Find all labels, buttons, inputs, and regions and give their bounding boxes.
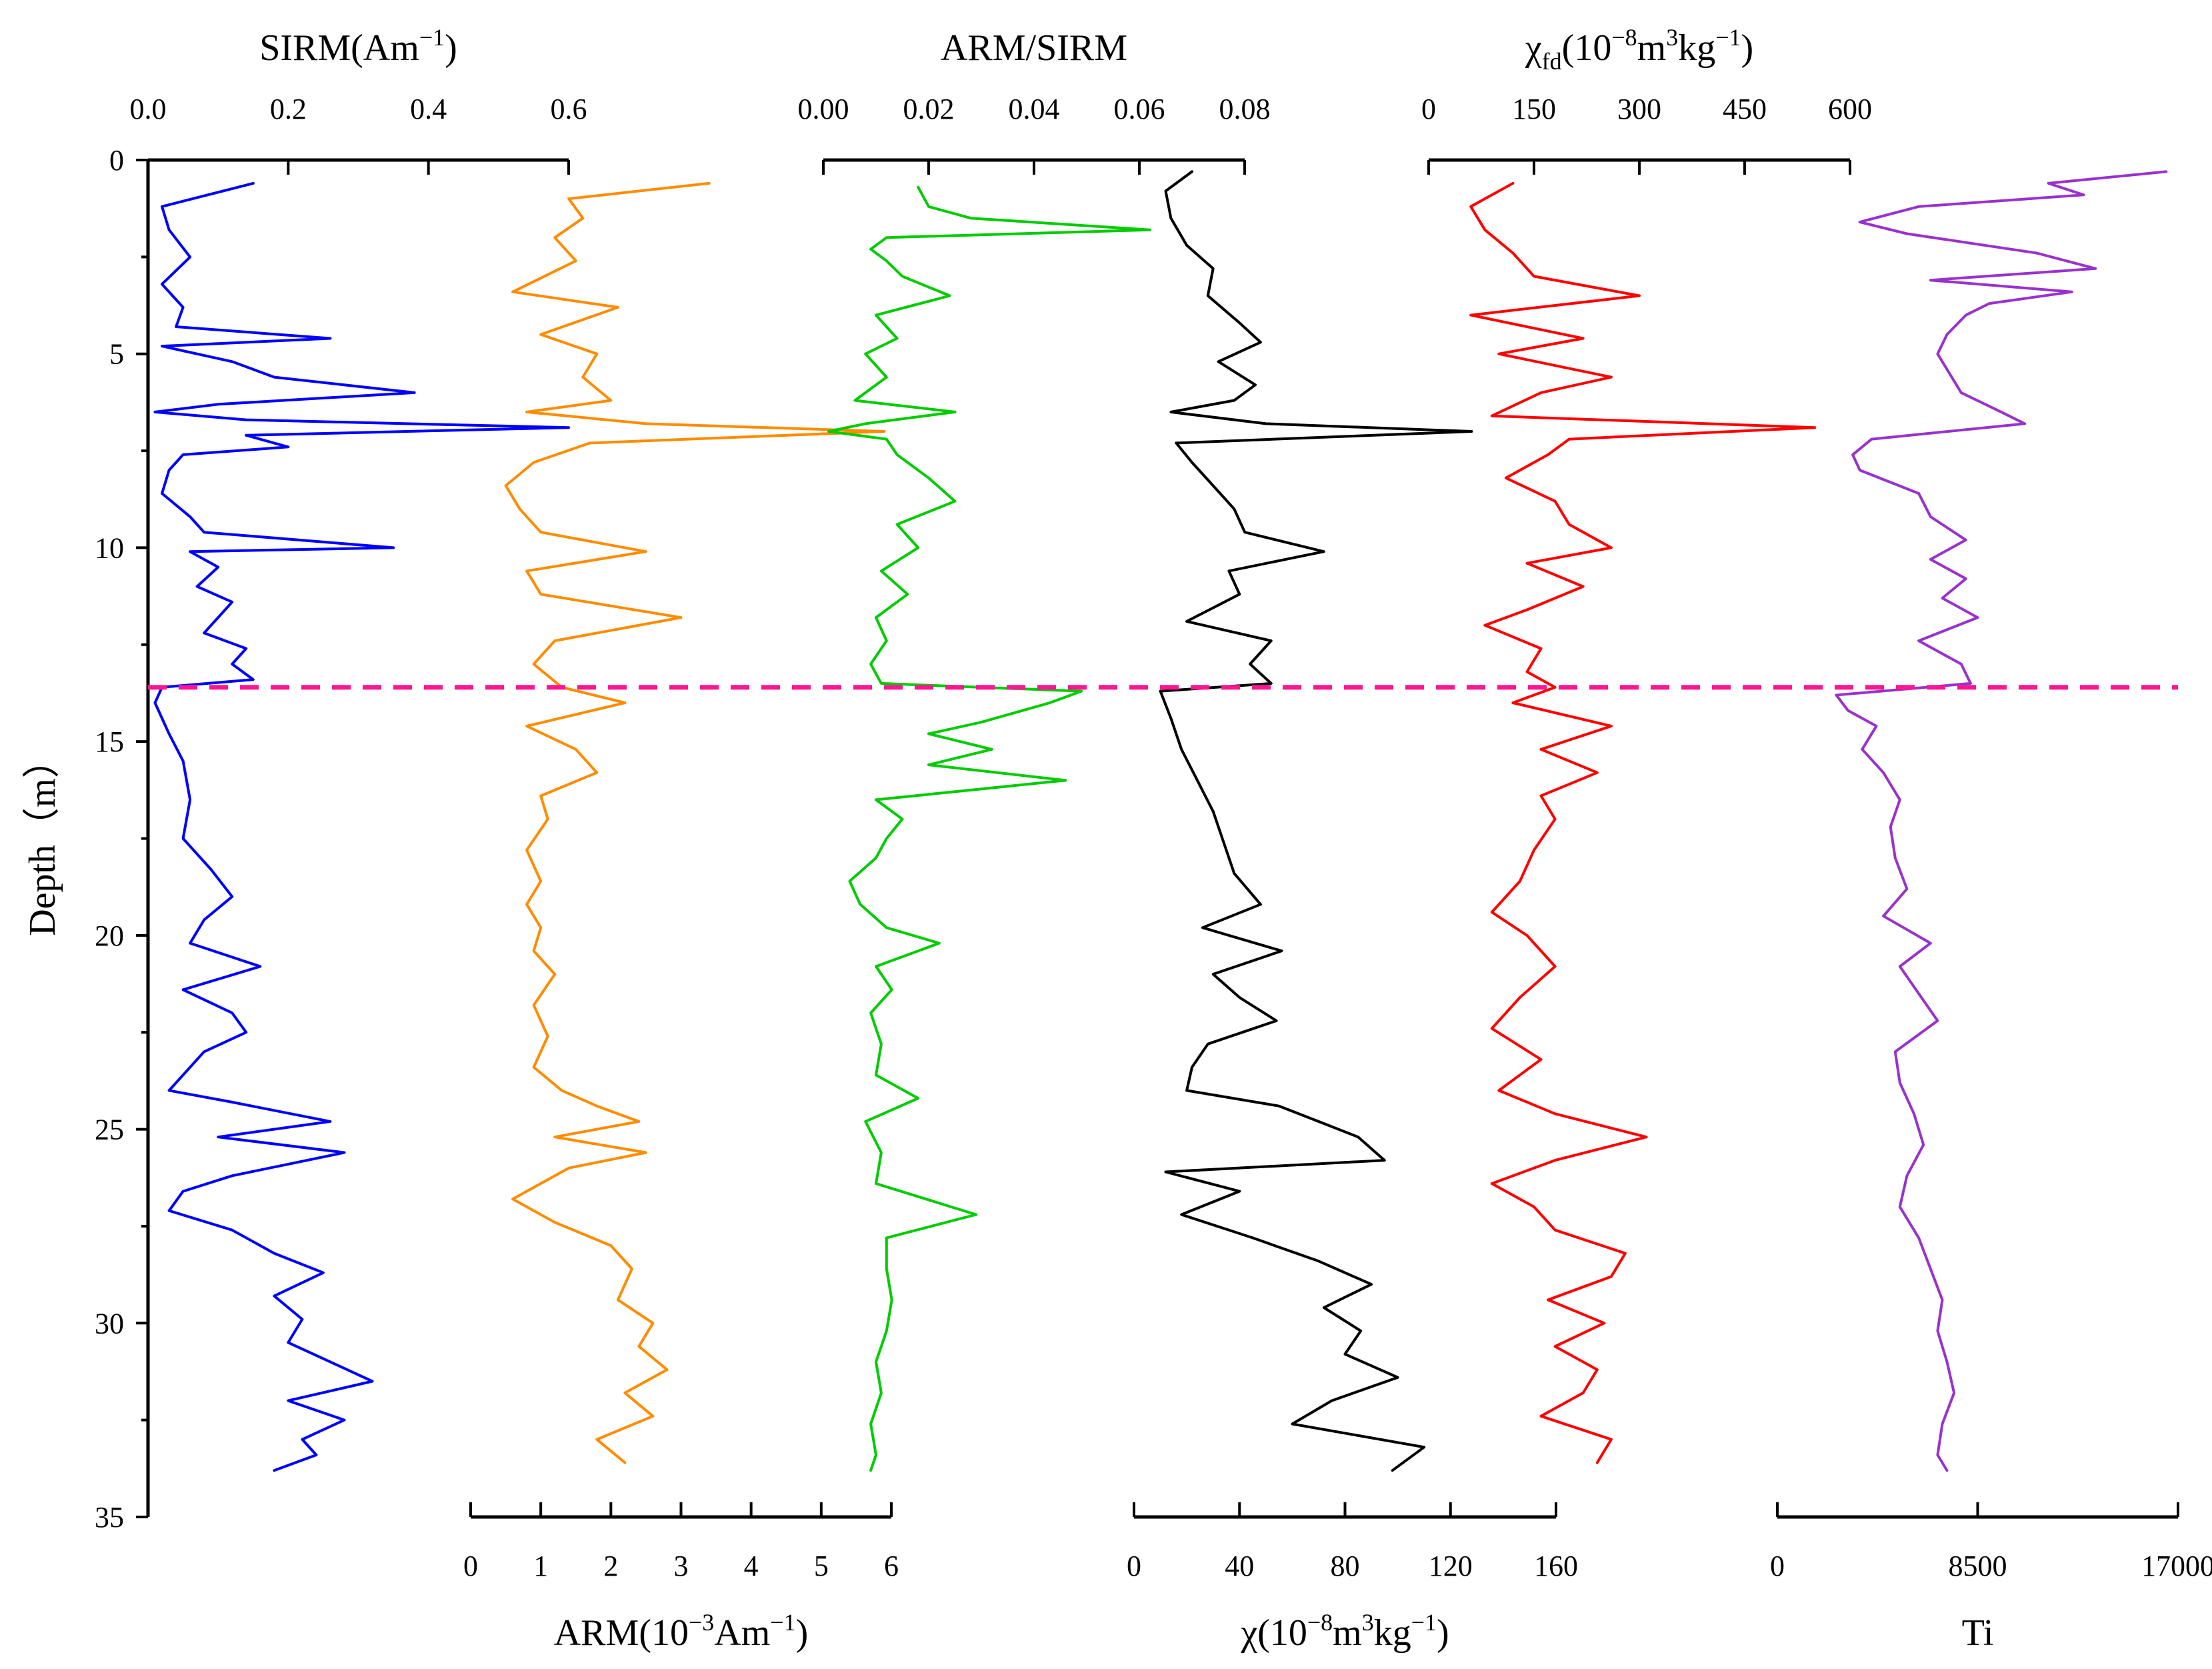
depth-axis-title: Depth（m）: [22, 741, 63, 936]
chi-title-part: kg: [1374, 1612, 1411, 1654]
ti-tick-label: 8500: [1949, 1550, 2007, 1582]
arm-title-part: Am: [714, 1612, 770, 1654]
sirm-tick-label: 0.0: [130, 93, 167, 125]
panel-arm_sirm: 0.00 0.02 0.04 0.06 0.08 ARM/SIRM: [798, 27, 1271, 1472]
arm-title-part: ARM(10: [554, 1612, 689, 1654]
arm-tick-label: 5: [814, 1550, 829, 1582]
sirm-tick-label: 0.6: [551, 93, 587, 125]
arm-tick-label: 4: [744, 1550, 759, 1582]
arm-tick-label: 1: [533, 1550, 548, 1582]
panel-chi_fd: 0 150 300 450 600 χfd(10−8m3kg−1): [1421, 24, 1872, 1464]
arm-title-part: −1: [770, 1609, 795, 1636]
arm-title-part: ): [796, 1612, 809, 1654]
sirm-series-line: [153, 181, 570, 1472]
panel-ti: 0 8500 17000 Ti: [1770, 170, 2212, 1654]
chi_fd-axis-title: χfd(10−8m3kg−1): [1525, 24, 1753, 75]
chi_fd-title-part: m: [1637, 27, 1667, 69]
chi-axis-title: χ(10−8m3kg−1): [1240, 1609, 1449, 1654]
chi_fd-tick-label: 150: [1512, 93, 1556, 125]
arm_sirm-tick-label: 0.02: [903, 93, 955, 125]
sirm-title-part: SIRM(Am: [259, 27, 419, 69]
chi_fd-title-part: −8: [1611, 24, 1637, 51]
depth-tick-label: 25: [95, 1114, 124, 1146]
chi_fd-title-part: fd: [1542, 48, 1562, 75]
depth-tick-label: 35: [95, 1501, 124, 1534]
arm-tick-label: 2: [603, 1550, 618, 1582]
depth-tick-label: 10: [95, 531, 124, 564]
chi-tick-label: 0: [1127, 1550, 1141, 1582]
panel-sirm: 0.0 0.2 0.4 0.6 SIRM(Am−1): [130, 24, 587, 1472]
arm_sirm-tick-label: 0.08: [1219, 93, 1271, 125]
ti-title-part: Ti: [1962, 1612, 1994, 1654]
chi-title-part: −8: [1307, 1609, 1333, 1636]
chi_fd-title-part: 3: [1666, 24, 1678, 51]
arm-tick-label: 0: [463, 1550, 478, 1582]
chi_fd-tick-label: 300: [1617, 93, 1661, 125]
chi_fd-tick-label: 450: [1723, 93, 1767, 125]
chi_fd-title-part: (10: [1562, 27, 1612, 69]
depth-axis: 0 5 10 15 20 25 30 35 Depth（m）: [22, 144, 150, 1534]
ti-series-line: [1835, 170, 2168, 1472]
chi-title-part: −1: [1411, 1609, 1437, 1636]
depth-tick-label: 0: [109, 144, 124, 177]
sirm-tick-label: 0.2: [270, 93, 307, 125]
chi_fd-title-part: χ: [1525, 27, 1542, 69]
arm-tick-label: 6: [884, 1550, 899, 1582]
ti-tick-label: 0: [1770, 1550, 1785, 1582]
arm_sirm-title-part: ARM/SIRM: [941, 27, 1127, 69]
sirm-tick-label: 0.4: [410, 93, 447, 125]
chi-tick-label: 160: [1534, 1550, 1578, 1582]
arm_sirm-axis-title: ARM/SIRM: [941, 27, 1127, 69]
arm-tick-label: 3: [674, 1550, 689, 1582]
depth-tick-label: 5: [109, 338, 124, 371]
depth-tick-label: 30: [95, 1307, 124, 1340]
arm_sirm-tick-label: 0.00: [798, 93, 849, 125]
ti-axis-title: Ti: [1962, 1612, 1994, 1654]
chi-series-line: [1159, 170, 1473, 1472]
chi-tick-label: 120: [1429, 1550, 1473, 1582]
arm-title-part: −3: [689, 1609, 714, 1636]
chi_fd-title-part: −1: [1715, 24, 1741, 51]
chi_fd-tick-label: 0: [1421, 93, 1436, 125]
chi_fd-tick-label: 600: [1828, 93, 1872, 125]
chi_fd-title-part: ): [1741, 27, 1754, 69]
chi-title-part: 3: [1362, 1609, 1374, 1636]
chi-title-part: χ(10: [1240, 1612, 1307, 1654]
chi-title-part: m: [1333, 1612, 1362, 1654]
chi-tick-label: 40: [1225, 1550, 1254, 1582]
arm_sirm-tick-label: 0.06: [1114, 93, 1165, 125]
ti-tick-label: 17000: [2141, 1550, 2212, 1582]
chi-tick-label: 80: [1331, 1550, 1360, 1582]
arm_sirm-tick-label: 0.04: [1009, 93, 1060, 125]
chi-title-part: ): [1437, 1612, 1449, 1654]
arm_sirm-series-line: [827, 185, 1151, 1472]
sirm-title-part: ): [445, 27, 457, 69]
arm-series-line: [504, 181, 886, 1464]
chi_fd-series-line: [1469, 181, 1817, 1464]
arm-axis-title: ARM(10−3Am−1): [554, 1609, 809, 1654]
sirm-axis-title: SIRM(Am−1): [259, 24, 457, 69]
panel-arm: 0 1 2 3 4 5 6 ARM(10−3Am−1): [463, 181, 899, 1654]
sirm-title-part: −1: [419, 24, 445, 51]
panel-chi: 0 40 80 120 160 χ(10−8m3kg−1): [1127, 170, 1578, 1654]
chi_fd-title-part: kg: [1678, 27, 1715, 69]
depth-tick-label: 15: [95, 725, 124, 758]
depth-tick-label: 20: [95, 920, 124, 952]
